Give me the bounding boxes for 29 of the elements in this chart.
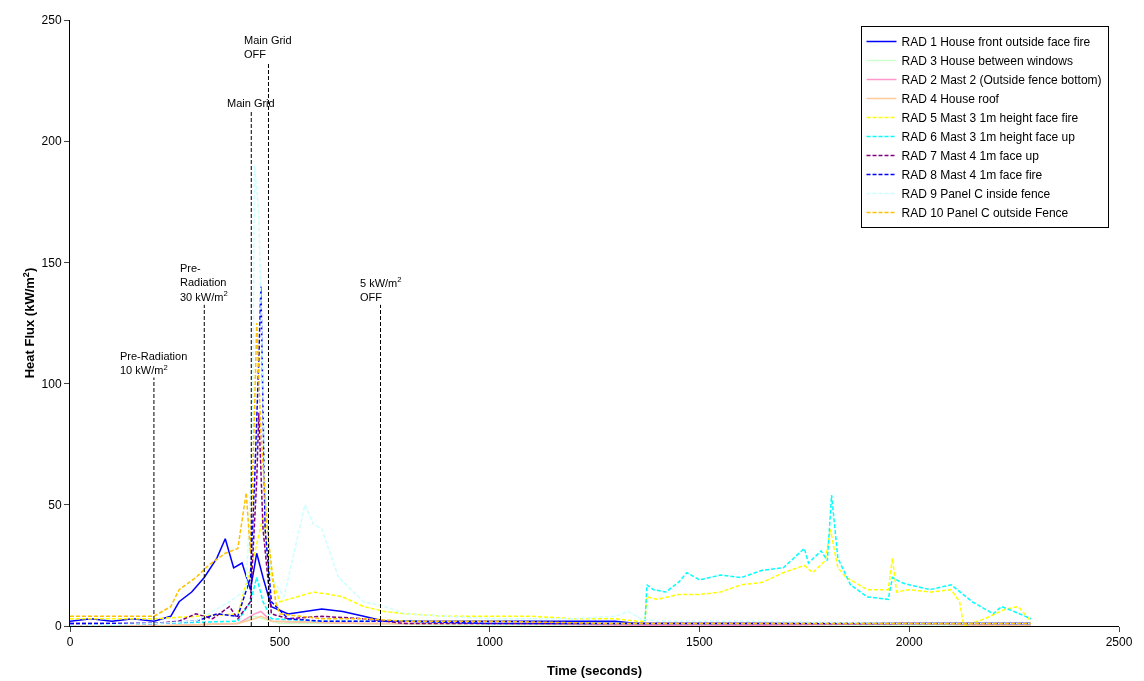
legend-label: RAD 10 Panel C outside Fence [901,206,1069,221]
line-series [70,516,1032,626]
x-tick-label: 1000 [476,635,504,650]
x-tick-label: 1500 [686,635,714,650]
x-axis-title: Time (seconds) [546,663,643,678]
legend-label: RAD 1 House front outside face fire [901,35,1091,50]
y-tick-label: 100 [41,376,62,391]
legend-label: RAD 9 Panel C inside fence [901,187,1051,202]
ref-line-label: Pre-Radiation 10 kW/m$^{2}$ [120,350,188,377]
text: 5 kW/m$^{2}$ OFF [360,275,402,303]
y-tick-label: 150 [41,255,62,270]
x-tick-label: 2000 [895,635,923,650]
legend-label: RAD 3 House between windows [901,54,1073,69]
legend-label: RAD 7 Mast 4 1m face up [901,149,1040,164]
y-tick-label: 200 [41,134,62,149]
y-tick-label: 50 [48,498,62,512]
ref-line-label: Main Grid [227,97,275,109]
x-tick-label: 0 [66,635,74,650]
y-tick-label: 250 [41,13,62,28]
legend-label: RAD 6 Mast 3 1m height face up [901,130,1076,145]
legend-label: RAD 4 House roof [901,92,1000,107]
ref-line-label: Main Grid OFF [244,34,292,61]
y-tick-label: 0 [54,619,62,634]
x-tick-label: 2500 [1105,635,1133,650]
legend-label: RAD 5 Mast 3 1m height face fire [901,111,1079,126]
x-tick-label: 500 [269,635,291,650]
legend-label: RAD 8 Mast 4 1m face fire [901,168,1043,183]
legend-label: RAD 2 Mast 2 (Outside fence bottom) [901,73,1102,88]
ref-line-label: Pre- Radiation 30 kW/m$^{2}$ [180,262,228,303]
